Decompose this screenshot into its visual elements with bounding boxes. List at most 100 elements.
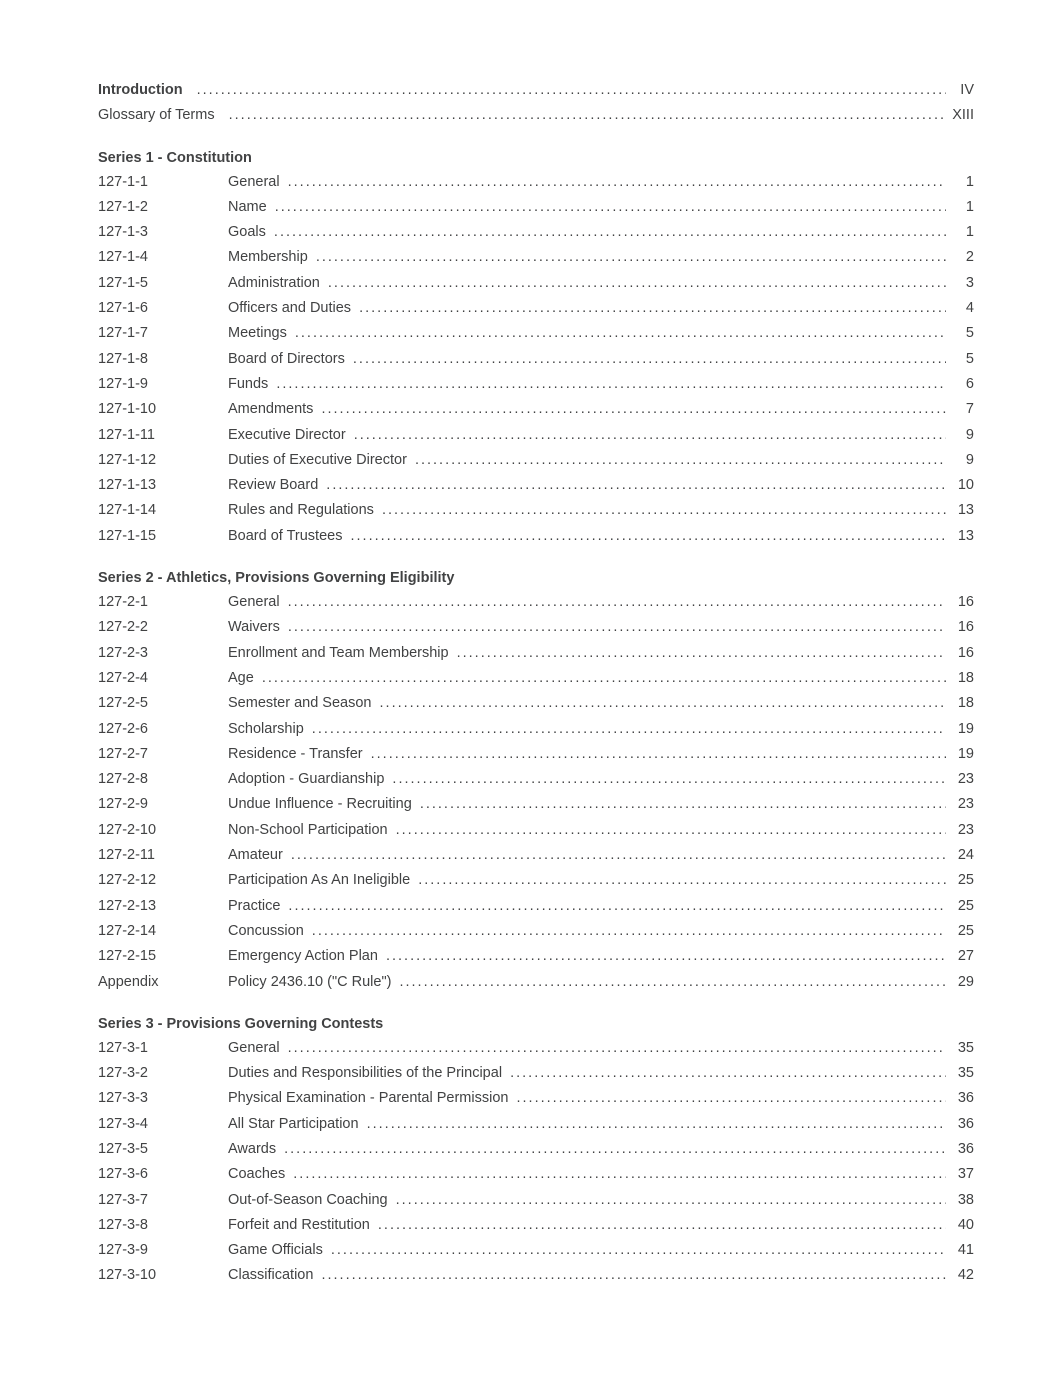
entry-page: 5 bbox=[946, 323, 974, 343]
entry-code: 127-1-6 bbox=[98, 298, 228, 318]
entry-title: General bbox=[228, 592, 280, 612]
entry-title: Waivers bbox=[228, 617, 280, 637]
entry-page: 1 bbox=[946, 197, 974, 217]
entry-page: 16 bbox=[946, 617, 974, 637]
toc-row: 127-3-4All Star Participation 36 bbox=[98, 1114, 974, 1134]
toc-row: 127-2-6Scholarship 19 bbox=[98, 719, 974, 739]
entry-page: 24 bbox=[946, 845, 974, 865]
entry-title: Residence - Transfer bbox=[228, 744, 363, 764]
entry-code: 127-2-1 bbox=[98, 592, 228, 612]
entry-title: Goals bbox=[228, 222, 266, 242]
leader-dots bbox=[229, 105, 946, 125]
leader-dots bbox=[312, 921, 946, 941]
entry-code: 127-3-9 bbox=[98, 1240, 228, 1260]
entry-page: 4 bbox=[946, 298, 974, 318]
leader-dots bbox=[274, 222, 946, 242]
toc-row: 127-1-14Rules and Regulations 13 bbox=[98, 500, 974, 520]
leader-dots bbox=[415, 450, 946, 470]
leader-dots bbox=[353, 349, 946, 369]
entry-page: 41 bbox=[946, 1240, 974, 1260]
entry-code: 127-2-11 bbox=[98, 845, 228, 865]
toc-row: 127-1-5Administration 3 bbox=[98, 273, 974, 293]
entry-title: Adoption - Guardianship bbox=[228, 769, 384, 789]
toc-row: 127-3-5Awards 36 bbox=[98, 1139, 974, 1159]
entry-page: 19 bbox=[946, 719, 974, 739]
toc-row: 127-2-9Undue Influence - Recruiting 23 bbox=[98, 794, 974, 814]
toc-row: 127-2-2Waivers 16 bbox=[98, 617, 974, 637]
entry-code: 127-3-3 bbox=[98, 1088, 228, 1108]
entry-code: 127-1-8 bbox=[98, 349, 228, 369]
entry-title: Administration bbox=[228, 273, 320, 293]
intro-label: Introduction bbox=[98, 80, 183, 100]
entry-page: 42 bbox=[946, 1265, 974, 1285]
entry-page: 38 bbox=[946, 1190, 974, 1210]
entry-title: Amendments bbox=[228, 399, 313, 419]
leader-dots bbox=[396, 820, 946, 840]
leader-dots bbox=[359, 298, 946, 318]
entry-code: 127-2-10 bbox=[98, 820, 228, 840]
entry-code: 127-1-9 bbox=[98, 374, 228, 394]
toc-row: 127-3-2Duties and Responsibilities of th… bbox=[98, 1063, 974, 1083]
entry-page: 1 bbox=[946, 222, 974, 242]
leader-dots bbox=[197, 80, 946, 100]
toc-row: 127-2-11Amateur 24 bbox=[98, 845, 974, 865]
section-entries: 127-3-1General 35127-3-2Duties and Respo… bbox=[98, 1038, 974, 1286]
toc-row: 127-2-15Emergency Action Plan 27 bbox=[98, 946, 974, 966]
entry-code: 127-3-5 bbox=[98, 1139, 228, 1159]
entry-page: 9 bbox=[946, 425, 974, 445]
section-header: Series 3 - Provisions Governing Contests bbox=[98, 1016, 974, 1032]
entry-title: Policy 2436.10 ("C Rule") bbox=[228, 972, 391, 992]
toc-row: 127-2-14Concussion 25 bbox=[98, 921, 974, 941]
leader-dots bbox=[420, 794, 946, 814]
section-header: Series 1 - Constitution bbox=[98, 150, 974, 166]
entry-page: 3 bbox=[946, 273, 974, 293]
toc-row: 127-1-2Name 1 bbox=[98, 197, 974, 217]
leader-dots bbox=[295, 323, 946, 343]
intro-page: XIII bbox=[946, 105, 974, 125]
toc-row: 127-3-3Physical Examination - Parental P… bbox=[98, 1088, 974, 1108]
leader-dots bbox=[331, 1240, 946, 1260]
entry-title: Non-School Participation bbox=[228, 820, 388, 840]
entry-code: 127-1-11 bbox=[98, 425, 228, 445]
entry-title: Emergency Action Plan bbox=[228, 946, 378, 966]
entry-code: 127-1-15 bbox=[98, 526, 228, 546]
entry-title: Semester and Season bbox=[228, 693, 371, 713]
entry-code: 127-2-4 bbox=[98, 668, 228, 688]
toc-row: AppendixPolicy 2436.10 ("C Rule") 29 bbox=[98, 972, 974, 992]
entry-page: 35 bbox=[946, 1063, 974, 1083]
toc-row: 127-2-3Enrollment and Team Membership 16 bbox=[98, 643, 974, 663]
toc-row: 127-1-9Funds 6 bbox=[98, 374, 974, 394]
entry-page: 37 bbox=[946, 1164, 974, 1184]
toc-row: 127-1-8Board of Directors 5 bbox=[98, 349, 974, 369]
intro-page: IV bbox=[946, 80, 974, 100]
sections-container: Series 1 - Constitution127-1-1General 11… bbox=[98, 150, 974, 1286]
entry-title: Membership bbox=[228, 247, 308, 267]
leader-dots bbox=[328, 273, 946, 293]
entry-page: 36 bbox=[946, 1139, 974, 1159]
leader-dots bbox=[399, 972, 946, 992]
entry-code: 127-3-1 bbox=[98, 1038, 228, 1058]
entry-page: 18 bbox=[946, 693, 974, 713]
entry-code: 127-1-2 bbox=[98, 197, 228, 217]
toc-row: 127-3-9Game Officials 41 bbox=[98, 1240, 974, 1260]
entry-page: 25 bbox=[946, 896, 974, 916]
leader-dots bbox=[275, 197, 946, 217]
intro-block: Introduction IV Glossary of Terms XIII bbox=[98, 80, 974, 126]
toc-row: 127-2-7Residence - Transfer 19 bbox=[98, 744, 974, 764]
entry-code: 127-2-5 bbox=[98, 693, 228, 713]
entry-title: General bbox=[228, 172, 280, 192]
entry-page: 36 bbox=[946, 1114, 974, 1134]
leader-dots bbox=[378, 1215, 946, 1235]
entry-code: 127-2-3 bbox=[98, 643, 228, 663]
leader-dots bbox=[288, 896, 946, 916]
entry-page: 36 bbox=[946, 1088, 974, 1108]
entry-title: Amateur bbox=[228, 845, 283, 865]
entry-page: 23 bbox=[946, 769, 974, 789]
leader-dots bbox=[392, 769, 946, 789]
entry-title: All Star Participation bbox=[228, 1114, 359, 1134]
entry-code: 127-2-13 bbox=[98, 896, 228, 916]
toc-row: 127-1-7Meetings 5 bbox=[98, 323, 974, 343]
toc-row: 127-1-12Duties of Executive Director 9 bbox=[98, 450, 974, 470]
leader-dots bbox=[396, 1190, 946, 1210]
entry-page: 5 bbox=[946, 349, 974, 369]
